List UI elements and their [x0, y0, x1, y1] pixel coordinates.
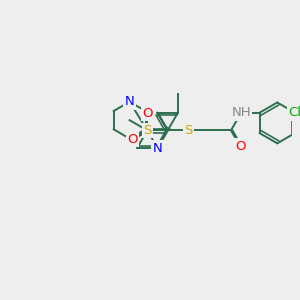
Text: S: S: [143, 124, 152, 137]
Text: NH: NH: [231, 106, 251, 119]
Text: O: O: [235, 140, 245, 153]
Text: N: N: [125, 95, 134, 108]
Text: O: O: [127, 133, 137, 146]
Text: O: O: [142, 106, 152, 119]
Text: S: S: [184, 124, 192, 137]
Text: N: N: [153, 142, 162, 154]
Text: Cl: Cl: [288, 106, 300, 119]
